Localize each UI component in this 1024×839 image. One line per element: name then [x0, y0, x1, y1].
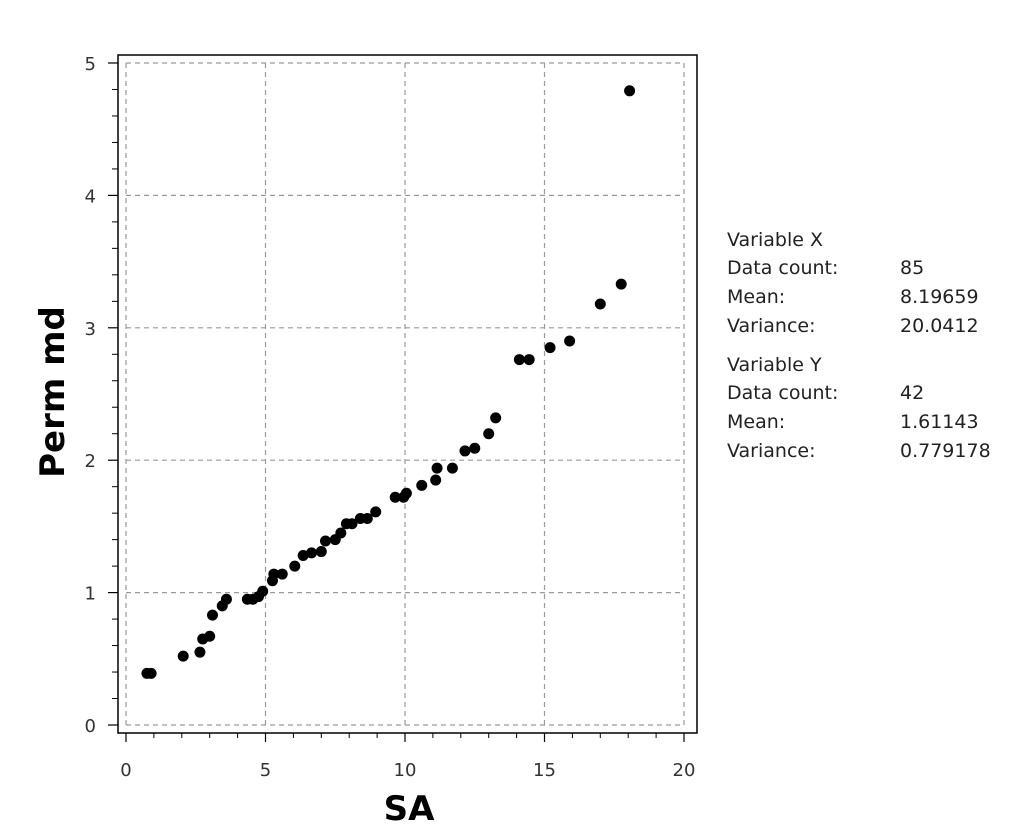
data-point — [389, 491, 401, 503]
data-point — [268, 568, 280, 580]
y-tick-label: 1 — [85, 584, 96, 605]
data-point — [306, 547, 318, 559]
data-point — [431, 462, 443, 474]
statistics-panel: Variable X Data count: 85 Mean: 8.19659 … — [727, 226, 991, 466]
stat-value: 8.19659 — [900, 286, 979, 308]
variable-x-title: Variable X — [727, 229, 823, 251]
stat-row: Mean: 1.61143 — [727, 408, 991, 437]
data-point — [220, 593, 232, 605]
stat-label: Mean: — [727, 286, 786, 308]
data-point — [361, 512, 373, 524]
x-axis-title: SA — [384, 789, 435, 829]
stat-row: Variance: 0.779178 — [727, 437, 991, 466]
data-point — [315, 546, 327, 558]
stat-label: Variance: — [727, 315, 816, 337]
data-point — [446, 462, 458, 474]
x-tick-label: 10 — [394, 760, 417, 781]
data-point — [469, 442, 481, 454]
data-point — [335, 527, 347, 539]
variable-y-title: Variable Y — [727, 354, 822, 376]
stat-row: Variance: 20.0412 — [727, 312, 991, 341]
grid — [125, 62, 685, 726]
data-point — [459, 445, 471, 457]
stat-value: 85 — [900, 257, 925, 279]
data-point — [416, 479, 428, 491]
data-point — [177, 650, 189, 662]
data-point — [624, 85, 636, 97]
data-point — [594, 298, 606, 310]
x-tick-label: 0 — [120, 760, 131, 781]
data-point — [564, 335, 576, 347]
data-point — [513, 354, 525, 366]
y-tick-label: 0 — [85, 716, 96, 737]
data-point — [490, 412, 502, 424]
data-point — [544, 342, 556, 354]
data-points — [141, 85, 636, 679]
data-point — [430, 474, 442, 486]
x-tick-label: 15 — [533, 760, 556, 781]
data-point — [145, 667, 157, 679]
stat-row: Data count: 42 — [727, 379, 991, 408]
y-tick-label: 5 — [85, 54, 96, 75]
data-point — [483, 428, 495, 440]
stat-label: Data count: — [727, 382, 839, 404]
y-tick-label: 4 — [85, 186, 96, 207]
data-point — [276, 568, 288, 580]
data-point — [206, 609, 218, 621]
stat-label: Mean: — [727, 411, 786, 433]
y-tick-label: 3 — [85, 319, 96, 340]
data-point — [400, 487, 412, 499]
data-point — [289, 560, 301, 572]
data-point — [204, 630, 216, 642]
y-axis-title: Perm md — [33, 306, 73, 478]
data-point — [346, 518, 358, 530]
data-point — [370, 506, 382, 518]
plot-frame-outer — [117, 54, 698, 734]
data-point — [194, 646, 206, 658]
x-tick-labels: 0 5 10 15 20 — [120, 760, 695, 781]
data-point — [297, 550, 309, 562]
stat-value: 42 — [900, 382, 925, 404]
stat-row: Data count: 85 — [727, 254, 991, 283]
stat-value: 1.61143 — [900, 411, 979, 433]
data-point — [615, 278, 627, 290]
stat-value: 0.779178 — [900, 440, 991, 462]
data-point — [257, 585, 269, 597]
y-tick-labels: 0 1 2 3 4 5 — [85, 54, 96, 737]
data-point — [319, 535, 331, 547]
x-tick-label: 20 — [673, 760, 696, 781]
axis-ticks — [108, 62, 685, 742]
data-point — [523, 354, 535, 366]
x-tick-label: 5 — [260, 760, 271, 781]
stat-label: Data count: — [727, 257, 839, 279]
stat-value: 20.0412 — [900, 315, 979, 337]
stat-row: Mean: 8.19659 — [727, 283, 991, 312]
stat-label: Variance: — [727, 440, 816, 462]
y-tick-label: 2 — [85, 451, 96, 472]
